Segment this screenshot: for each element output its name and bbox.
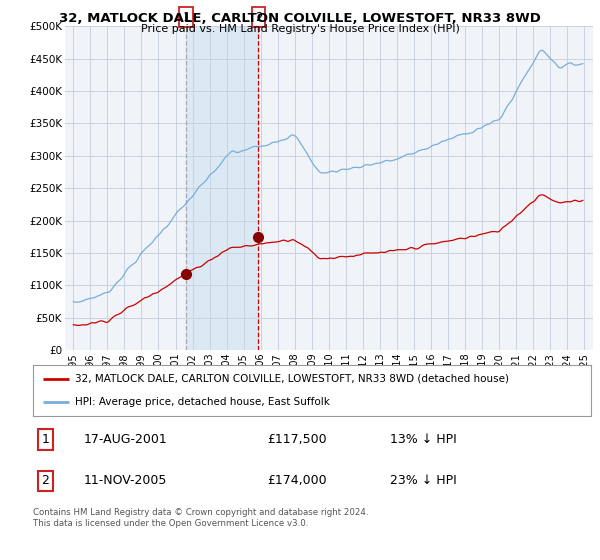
Text: £117,500: £117,500 bbox=[268, 433, 327, 446]
Text: 2: 2 bbox=[41, 474, 49, 487]
Text: Contains HM Land Registry data © Crown copyright and database right 2024.
This d: Contains HM Land Registry data © Crown c… bbox=[33, 508, 368, 528]
Text: 1: 1 bbox=[41, 433, 49, 446]
Text: 17-AUG-2001: 17-AUG-2001 bbox=[83, 433, 167, 446]
Bar bbox=[186, 26, 259, 350]
Text: 1: 1 bbox=[182, 11, 190, 24]
Text: Price paid vs. HM Land Registry's House Price Index (HPI): Price paid vs. HM Land Registry's House … bbox=[140, 24, 460, 34]
Text: 2: 2 bbox=[255, 11, 262, 24]
Text: 23% ↓ HPI: 23% ↓ HPI bbox=[390, 474, 457, 487]
Text: HPI: Average price, detached house, East Suffolk: HPI: Average price, detached house, East… bbox=[75, 397, 330, 407]
Text: £174,000: £174,000 bbox=[268, 474, 327, 487]
Text: 32, MATLOCK DALE, CARLTON COLVILLE, LOWESTOFT, NR33 8WD: 32, MATLOCK DALE, CARLTON COLVILLE, LOWE… bbox=[59, 12, 541, 25]
Text: 11-NOV-2005: 11-NOV-2005 bbox=[83, 474, 167, 487]
Text: 32, MATLOCK DALE, CARLTON COLVILLE, LOWESTOFT, NR33 8WD (detached house): 32, MATLOCK DALE, CARLTON COLVILLE, LOWE… bbox=[75, 374, 509, 384]
Text: 13% ↓ HPI: 13% ↓ HPI bbox=[390, 433, 457, 446]
